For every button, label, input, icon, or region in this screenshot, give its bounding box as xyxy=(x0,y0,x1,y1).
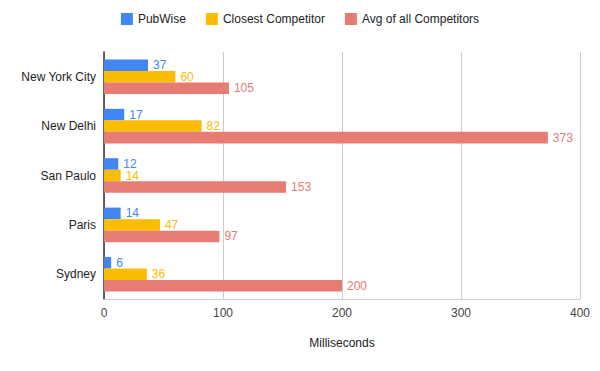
svg-text:200: 200 xyxy=(332,306,352,320)
svg-text:300: 300 xyxy=(451,306,471,320)
svg-text:17: 17 xyxy=(129,108,143,122)
svg-text:Paris: Paris xyxy=(69,218,96,232)
svg-text:36: 36 xyxy=(152,267,166,281)
svg-text:60: 60 xyxy=(180,70,194,84)
svg-text:97: 97 xyxy=(224,229,238,243)
svg-text:400: 400 xyxy=(570,306,590,320)
svg-text:New Delhi: New Delhi xyxy=(41,119,96,133)
svg-text:0: 0 xyxy=(101,306,108,320)
svg-text:Avg of all Competitors: Avg of all Competitors xyxy=(362,12,479,26)
svg-text:373: 373 xyxy=(553,131,573,145)
svg-text:Milliseconds: Milliseconds xyxy=(309,336,374,350)
svg-text:PubWise: PubWise xyxy=(138,12,186,26)
svg-text:San Paulo: San Paulo xyxy=(41,169,97,183)
svg-text:153: 153 xyxy=(291,180,311,194)
svg-text:47: 47 xyxy=(165,218,179,232)
svg-text:37: 37 xyxy=(153,58,167,72)
svg-text:New York City: New York City xyxy=(21,70,96,84)
svg-text:14: 14 xyxy=(126,169,140,183)
svg-text:105: 105 xyxy=(234,81,254,95)
svg-text:200: 200 xyxy=(347,279,367,293)
svg-text:6: 6 xyxy=(116,256,123,270)
svg-text:14: 14 xyxy=(126,206,140,220)
svg-text:Sydney: Sydney xyxy=(56,267,96,281)
svg-text:100: 100 xyxy=(213,306,233,320)
svg-text:82: 82 xyxy=(207,119,221,133)
svg-text:12: 12 xyxy=(123,157,137,171)
svg-text:Closest Competitor: Closest Competitor xyxy=(223,12,325,26)
